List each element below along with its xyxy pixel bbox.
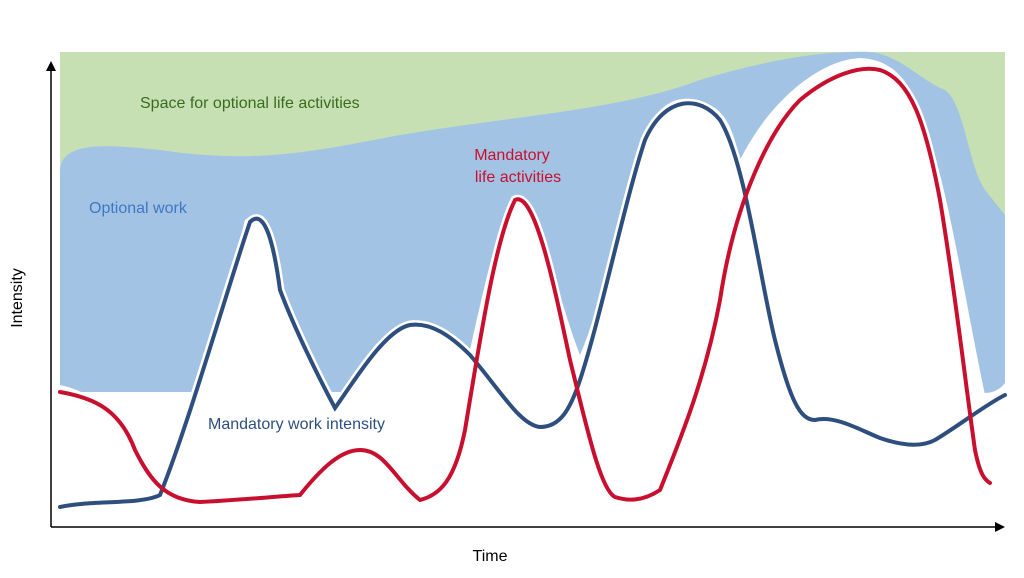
y-axis-label: Intensity: [9, 268, 26, 328]
mandatory-work-line: [58, 101, 1007, 509]
mandatory-life-label-line1: Mandatory: [474, 147, 550, 164]
x-axis-label: Time: [473, 548, 508, 565]
optional-life-label: Space for optional life activities: [140, 95, 360, 112]
free-area: [60, 58, 1005, 527]
mandatory-life-line: [58, 66, 992, 505]
optional-work-label: Optional work: [89, 200, 188, 217]
mandatory-life-label-line2: life activities: [475, 169, 561, 186]
mandatory-work-label: Mandatory work intensity: [208, 416, 385, 433]
